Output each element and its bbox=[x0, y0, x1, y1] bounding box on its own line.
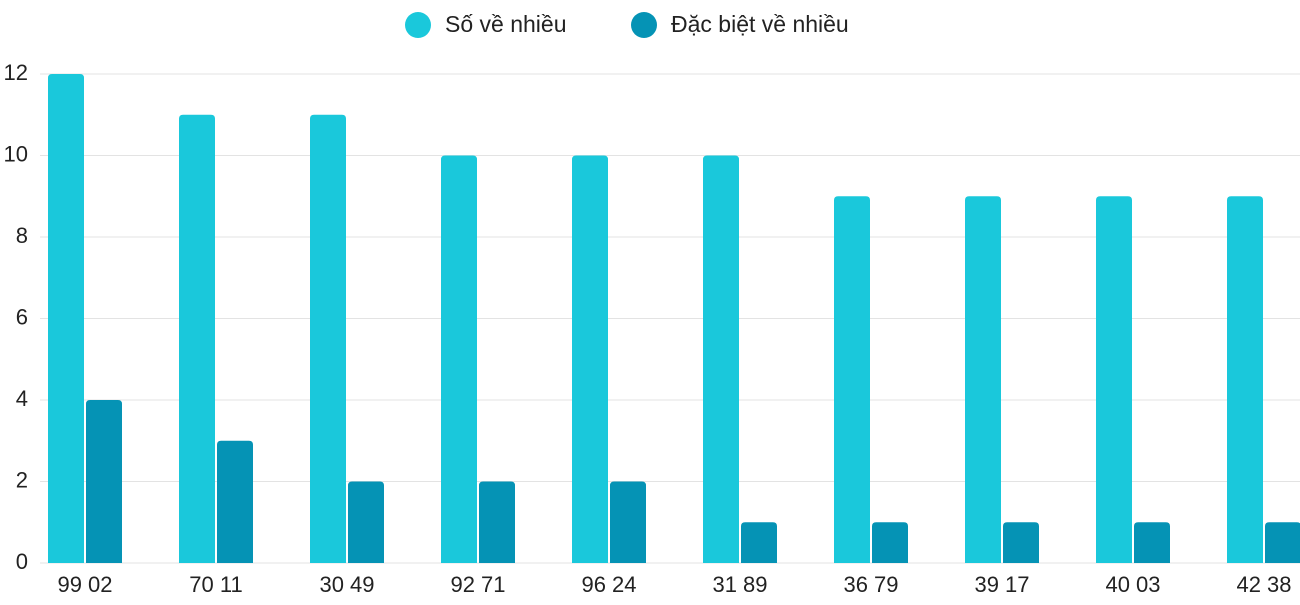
y-tick-label: 6 bbox=[16, 304, 28, 329]
bar bbox=[479, 481, 515, 563]
x-tick-label: 92 71 bbox=[450, 572, 505, 597]
bar bbox=[965, 196, 1001, 563]
bar bbox=[1265, 522, 1300, 563]
legend-marker bbox=[405, 12, 431, 38]
bar bbox=[1227, 196, 1263, 563]
x-tick-label: 30 49 bbox=[319, 572, 374, 597]
bar bbox=[872, 522, 908, 563]
bar bbox=[610, 481, 646, 563]
bar bbox=[217, 440, 253, 563]
bar bbox=[572, 155, 608, 563]
bar bbox=[179, 114, 215, 563]
x-tick-label: 42 38 bbox=[1236, 572, 1291, 597]
bar bbox=[310, 114, 346, 563]
legend-label: Đặc biệt về nhiều bbox=[671, 11, 849, 37]
x-tick-label: 31 89 bbox=[712, 572, 767, 597]
bar bbox=[86, 400, 122, 563]
x-tick-label: 99 02 bbox=[57, 572, 112, 597]
bar bbox=[834, 196, 870, 563]
bar bbox=[441, 155, 477, 563]
bar bbox=[348, 481, 384, 563]
bar bbox=[1134, 522, 1170, 563]
y-tick-label: 2 bbox=[16, 467, 28, 492]
legend-label: Số về nhiều bbox=[445, 11, 566, 37]
y-tick-label: 12 bbox=[4, 60, 28, 85]
x-tick-label: 39 17 bbox=[974, 572, 1029, 597]
x-tick-label: 36 79 bbox=[843, 572, 898, 597]
bar bbox=[1096, 196, 1132, 563]
bar bbox=[1003, 522, 1039, 563]
x-tick-label: 70 11 bbox=[189, 572, 242, 597]
y-tick-label: 8 bbox=[16, 223, 28, 248]
bar bbox=[703, 155, 739, 563]
bar bbox=[48, 74, 84, 563]
y-tick-label: 0 bbox=[16, 549, 28, 574]
y-tick-label: 10 bbox=[4, 141, 28, 166]
y-tick-label: 4 bbox=[16, 386, 28, 411]
legend-marker bbox=[631, 12, 657, 38]
x-tick-label: 40 03 bbox=[1105, 572, 1160, 597]
bar bbox=[741, 522, 777, 563]
x-tick-label: 96 24 bbox=[581, 572, 636, 597]
